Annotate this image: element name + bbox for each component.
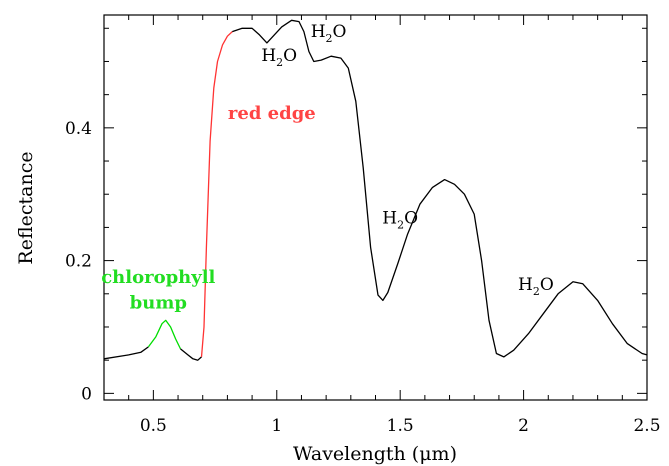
series-line-base — [103, 346, 149, 360]
series-line-nir — [232, 19, 648, 358]
x-tick-label: 1 — [271, 416, 282, 436]
axis-ticks — [103, 15, 648, 400]
plot-frame — [103, 14, 648, 401]
x-tick-label: 2 — [518, 416, 529, 436]
annotation-chlorophyll: chlorophyll — [101, 267, 215, 288]
h2o-label: H2O — [518, 275, 554, 298]
x-tick-label: 2.5 — [633, 416, 660, 436]
y-axis-label: Reflectance — [15, 151, 37, 264]
tick-labels: 0.5 1 1.5 2 2.5 0 0.2 0.4 — [65, 119, 661, 436]
x-tick-label: 1.5 — [387, 416, 414, 436]
h2o-label: H2O — [261, 46, 297, 69]
annotation-bump: bump — [130, 292, 187, 313]
y-tick-label: 0.2 — [65, 252, 92, 272]
series-line-red-edge — [200, 31, 233, 357]
series-line-chlorophyll — [147, 319, 182, 350]
spectrum-curves — [103, 19, 648, 361]
annotation-red-edge: red edge — [228, 103, 316, 124]
series-line-visible-trough — [180, 348, 202, 361]
y-tick-label: 0 — [81, 384, 92, 404]
h2o-label: H2O — [382, 208, 418, 231]
h2o-label: H2O — [311, 22, 347, 45]
annotations: red edge chlorophyll bump H2O H2O H2O H2O — [101, 22, 554, 313]
x-axis-label: Wavelength (μm) — [293, 443, 457, 465]
x-tick-label: 0.5 — [140, 416, 167, 436]
y-tick-label: 0.4 — [65, 119, 92, 139]
